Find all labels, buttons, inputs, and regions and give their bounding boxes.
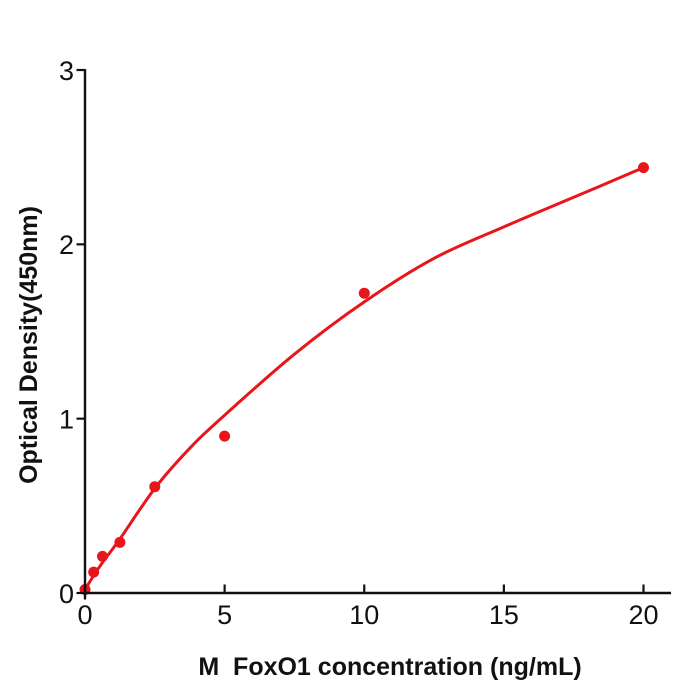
x-tick-label: 10 (349, 600, 379, 630)
y-tick-label: 1 (59, 404, 74, 434)
x-axis-title: M FoxO1 concentration (ng/mL) (198, 653, 581, 681)
y-tick-label: 3 (59, 56, 74, 86)
x-tick-label: 15 (489, 600, 519, 630)
x-tick-label: 0 (77, 600, 92, 630)
y-axis-title: Optical Density(450nm) (15, 206, 43, 484)
x-tick-label: 5 (217, 600, 232, 630)
data-point (97, 550, 108, 562)
data-point (219, 430, 231, 442)
fit-curve-line (83, 166, 645, 591)
data-point (114, 536, 126, 548)
x-tick-label: 20 (628, 600, 658, 630)
data-point (88, 566, 100, 578)
data-point (149, 481, 161, 493)
plot-area: 0 1 2 3 0 5 10 15 20 (59, 56, 671, 630)
y-tick-label: 0 (59, 579, 74, 609)
data-point (638, 162, 649, 174)
data-point (358, 287, 370, 299)
y-tick-label: 2 (59, 230, 74, 260)
